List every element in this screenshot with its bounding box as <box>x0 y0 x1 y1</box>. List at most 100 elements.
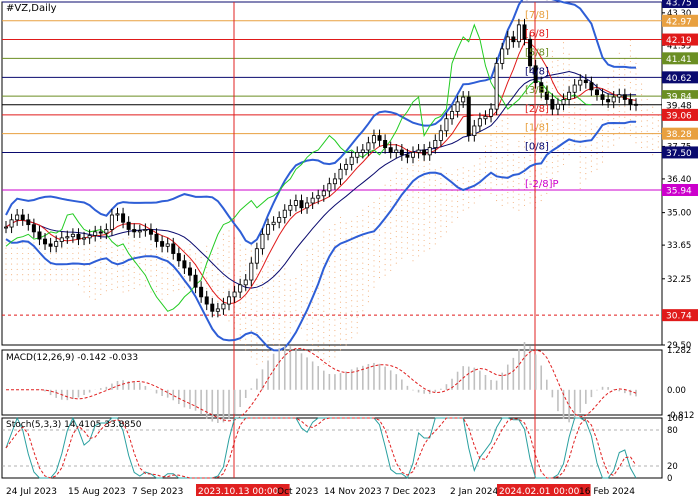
cloud-dot <box>22 274 24 276</box>
cloud-dot <box>412 164 414 166</box>
candle-body <box>427 147 432 156</box>
labels: [8/8][7/8][6/8][5/8][4/8][3/8][2/8][1/8]… <box>525 0 559 190</box>
cloud-dot <box>356 295 358 297</box>
cloud-dot <box>116 281 119 283</box>
cloud-dot <box>367 226 369 229</box>
cloud-dot <box>613 75 615 77</box>
cloud-dot <box>551 119 553 121</box>
cloud-dot <box>574 128 576 130</box>
cloud-dot <box>267 351 269 353</box>
cloud-dot <box>317 287 319 289</box>
cloud-dot <box>618 68 620 70</box>
cloud-dot <box>111 289 113 291</box>
cloud-dot <box>312 306 314 309</box>
cloud-dot <box>295 288 297 290</box>
cloud-dot <box>345 259 347 261</box>
cloud-dot <box>161 256 163 258</box>
x-axis-label: 24 Jul 2023 <box>6 487 57 497</box>
cloud-dot <box>278 296 280 298</box>
cloud-dot <box>423 208 425 210</box>
cloud-dot <box>55 258 57 260</box>
cloud-dot <box>200 262 202 264</box>
cloud-dot <box>507 186 509 188</box>
cloud-dot <box>607 136 609 138</box>
cloud-dot <box>334 245 336 247</box>
cloud-dot <box>273 343 275 346</box>
cloud-dot <box>284 300 286 302</box>
candle-body <box>43 238 48 245</box>
cloud-dot <box>300 279 303 282</box>
cloud-dot <box>596 142 598 144</box>
cloud-dot <box>11 247 13 249</box>
cloud-dot <box>250 245 252 247</box>
cloud-dot <box>261 350 264 352</box>
cloud-dot <box>250 324 252 326</box>
cloud-dot <box>289 300 291 302</box>
cloud-dot <box>155 248 158 250</box>
cloud-dot <box>245 312 247 314</box>
cloud-dot <box>429 216 431 218</box>
bollinger-upper <box>5 0 636 245</box>
cloud-dot <box>306 249 308 251</box>
candle-body <box>115 213 120 216</box>
candle-body <box>438 130 443 141</box>
cloud-dot <box>440 236 442 238</box>
cloud-dot <box>418 170 420 172</box>
cloud-dot <box>562 68 565 70</box>
candle-body <box>606 99 611 103</box>
cloud-dot <box>557 155 559 157</box>
cloud-dot <box>5 247 7 249</box>
cloud-dot <box>652 149 654 151</box>
candle-body <box>433 140 438 149</box>
cloud-dot <box>512 170 514 172</box>
candle-body <box>310 197 315 204</box>
cloud-dot <box>33 268 35 270</box>
cloud-dot <box>44 252 46 255</box>
cloud-dot <box>89 296 91 298</box>
cloud-dot <box>328 260 330 262</box>
cloud-dot <box>384 211 386 213</box>
cloud-dot <box>423 229 425 231</box>
cloud-dot <box>652 127 654 129</box>
cloud-dot <box>412 217 414 219</box>
cloud-dot <box>562 116 565 118</box>
cloud-dot <box>562 42 565 44</box>
candle-body <box>154 233 159 242</box>
cloud-dot <box>211 275 213 277</box>
candle-body <box>399 149 404 156</box>
cloud-dot <box>362 257 364 259</box>
cloud-dot <box>328 228 330 231</box>
cloud-dot <box>306 260 308 262</box>
cloud-dot <box>473 202 475 204</box>
cloud-dot <box>27 263 29 265</box>
cloud-dot <box>295 278 297 280</box>
cloud-dot <box>562 84 565 86</box>
cloud-dot <box>339 238 342 240</box>
cloud-dot <box>27 279 29 281</box>
cloud-dot <box>66 247 68 249</box>
cloud-dot <box>378 229 381 231</box>
cloud-dot <box>635 84 637 86</box>
candle-body <box>477 118 482 127</box>
cloud-dot <box>328 303 330 305</box>
cloud-dot <box>629 135 631 137</box>
cloud-dot <box>345 328 347 330</box>
cloud-dot <box>278 280 280 283</box>
x-label-highlight <box>497 484 591 496</box>
cloud-dot <box>189 254 191 256</box>
cloud-dot <box>362 267 364 270</box>
cloud-dot <box>490 139 492 141</box>
candle-body <box>199 286 204 298</box>
cloud-dot <box>585 130 587 132</box>
cloud-dot <box>217 300 219 302</box>
cloud-dot <box>412 223 414 225</box>
candle-body <box>349 156 354 165</box>
cloud-dot <box>339 349 342 351</box>
cloud-dot <box>217 258 219 260</box>
cloud-dot <box>501 146 503 148</box>
candle-body <box>20 214 25 221</box>
cloud-dot <box>278 307 280 309</box>
cloud-dot <box>629 129 631 131</box>
cloud-dot <box>345 275 347 277</box>
cloud-dot <box>367 274 369 276</box>
